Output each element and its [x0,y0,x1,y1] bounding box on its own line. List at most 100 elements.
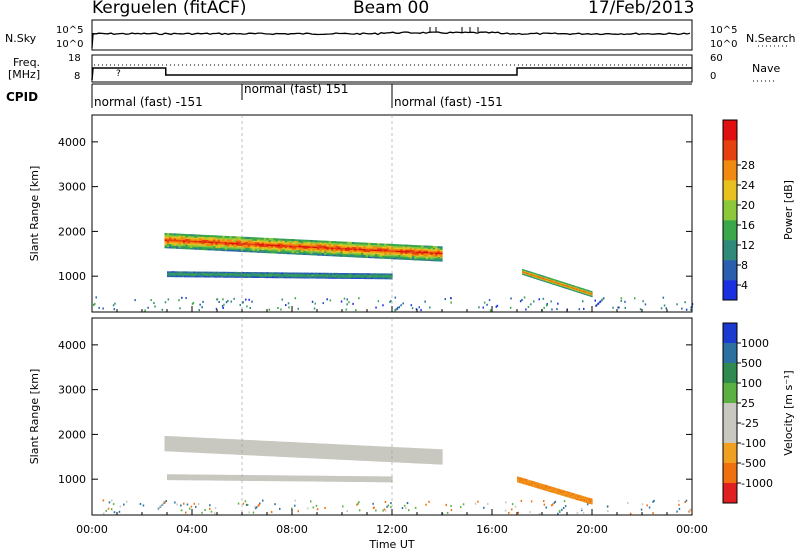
data-speck [612,306,614,309]
data-speck [450,297,452,300]
data-cell [240,273,243,275]
data-cell [317,243,320,246]
data-cell [206,243,209,246]
data-cell [196,440,200,443]
data-cell [202,271,206,273]
data-cell [372,454,376,457]
data-cell [402,447,406,450]
data-cell [189,450,193,453]
data-cell [314,443,318,446]
data-cell [313,273,316,275]
data-cell [409,453,413,456]
data-cell [386,278,389,280]
data-speck [112,304,115,307]
data-cell [421,449,425,452]
data-cell [263,454,267,457]
data-cell [307,450,311,453]
data-cell [319,447,323,450]
data-cell [196,439,200,441]
data-cell [386,276,389,278]
data-cell [379,252,383,255]
data-cell [291,251,295,253]
data-cell [208,241,212,243]
data-cell [377,250,381,253]
data-cell [283,276,286,278]
data-cell [219,274,222,276]
data-cell [368,456,371,459]
data-cell [391,454,394,457]
data-cell [282,252,286,254]
data-cell [342,452,346,454]
data-cell [176,236,179,239]
data-cell [300,239,304,242]
data-cell [379,247,383,250]
data-cell [379,446,383,449]
data-cell [201,448,205,451]
data-cell [200,275,204,277]
data-cell [250,247,253,250]
data-cell [250,250,253,253]
data-cell [238,241,242,243]
data-cell [393,451,397,454]
data-cell [257,440,260,443]
data-cell [229,243,233,246]
data-cell [250,244,253,247]
data-cell [439,252,443,255]
data-cell [342,456,346,459]
data-cell [164,240,168,243]
data-cell [344,249,348,252]
data-cell [300,247,304,249]
data-cell [298,443,302,446]
data-cell [391,251,394,254]
data-speck [398,306,400,309]
data-cell [280,443,283,446]
data-cell [358,246,362,249]
data-cell [210,248,214,251]
data-cell [421,454,425,457]
data-cell [347,276,350,278]
data-cell [266,449,270,452]
data-cell [300,244,304,246]
data-cell [196,437,200,440]
data-cell [284,447,288,450]
data-cell [363,455,367,458]
data-cell [377,247,381,250]
data-cell [277,241,281,244]
data-cell [340,454,344,457]
data-cell [240,238,244,241]
data-cell [333,242,337,245]
data-cell [312,443,316,446]
data-cell [568,287,570,288]
data-speck [313,307,316,310]
data-cell [164,437,168,440]
data-cell [240,274,243,276]
data-cell [201,440,205,443]
data-cell [363,273,367,275]
data-cell [305,247,309,250]
data-cell [202,275,206,277]
data-cell [381,450,385,453]
data-cell [317,276,320,277]
data-cell [315,274,318,276]
data-speck [410,304,413,307]
data-cell [196,450,200,453]
data-cell [303,253,307,255]
data-cell [363,447,367,450]
data-cell [326,254,330,257]
data-cell [428,245,431,248]
data-cell [178,445,182,448]
data-cell [250,248,253,251]
data-cell [257,453,260,456]
data-cell [277,272,281,274]
data-cell [324,246,327,249]
data-cell [326,245,330,248]
data-cell [229,445,233,447]
data-cell [347,455,351,458]
data-cell [333,448,337,451]
data-cell [372,449,376,451]
data-cell [294,273,297,275]
data-cell [217,440,221,442]
data-cell [204,271,207,273]
data-cell [243,448,246,451]
colorbar-tick-label: 4 [741,279,748,292]
